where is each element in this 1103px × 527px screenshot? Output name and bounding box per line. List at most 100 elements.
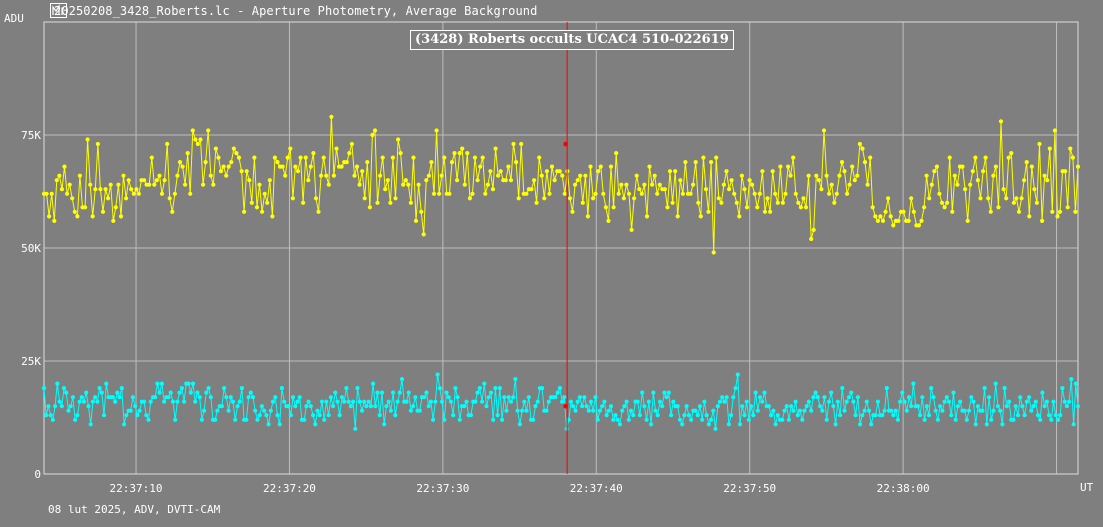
target-data-point [452,151,457,156]
comparison-data-point [833,422,838,427]
comparison-data-point [628,408,634,413]
target-data-point [1047,146,1052,151]
target-data-point [747,178,752,183]
target-data-point [986,196,991,201]
target-data-point [968,182,973,187]
comparison-data-point [842,408,847,413]
comparison-data-point [822,395,827,400]
target-data-point [788,173,793,178]
target-data-point [670,200,675,205]
target-data-point [1019,196,1024,201]
comparison-data-point [1000,422,1005,427]
target-data-point [1040,218,1045,223]
target-data-point [185,151,190,156]
target-data-point [847,182,852,187]
comparison-series [41,372,1081,431]
target-data-point [598,164,603,169]
comparison-data-point [408,408,413,413]
target-data-point [152,182,157,187]
target-data-point [424,178,429,183]
comparison-data-point [199,417,204,422]
comparison-data-point [560,399,565,404]
comparison-data-point [762,390,767,395]
comparison-data-point [931,395,936,400]
target-data-point [162,178,167,183]
comparison-data-point [669,413,674,418]
target-data-point [252,155,257,160]
target-data-point [852,178,857,183]
chart-title: (3428) Roberts occults UCAC4 510-022619 [410,30,734,50]
target-data-point [780,200,786,205]
target-data-point [213,146,218,151]
target-data-point [224,173,229,178]
target-series [41,114,1081,255]
target-data-point [490,187,496,192]
target-data-point [537,155,542,160]
target-data-point [67,182,72,187]
comparison-data-point [657,399,663,404]
comparison-data-point [339,395,345,400]
comparison-data-point [484,404,489,409]
target-data-point [750,182,755,187]
target-data-point [955,182,960,187]
target-data-point [118,214,124,219]
comparison-data-point [980,408,985,413]
target-data-point [175,173,180,178]
comparison-data-point [61,386,67,391]
target-data-point [429,160,434,165]
target-data-point [842,169,847,174]
target-data-point [231,146,236,151]
comparison-data-point [940,408,945,413]
comparison-data-point [64,390,69,395]
comparison-data-point [424,390,429,395]
target-data-point [557,169,562,174]
y-tick-label: 75K [21,129,41,142]
comparison-data-point [646,399,651,404]
comparison-data-point [682,413,687,418]
target-data-point [588,164,593,169]
target-data-point [811,227,816,232]
target-data-point [301,200,306,205]
comparison-data-point [875,399,881,404]
comparison-data-point [444,390,449,395]
target-data-point [93,187,98,192]
target-data-point [449,160,455,165]
comparison-data-point [1038,417,1043,422]
comparison-data-point [991,408,996,413]
comparison-data-point [142,399,147,404]
target-data-point [347,151,352,156]
comparison-data-point [66,408,71,413]
comparison-data-point [1051,399,1056,404]
target-data-point [349,141,354,147]
comparison-data-point [640,390,645,395]
target-data-point [739,173,745,178]
comparison-data-point [568,399,574,404]
target-data-point [465,151,470,156]
comparison-data-point [662,390,667,395]
target-data-point [295,169,301,174]
target-data-point [249,200,254,205]
target-data-point [634,173,639,178]
target-data-point [516,196,521,201]
target-data-point [57,173,62,178]
target-data-point [970,169,975,174]
comparison-data-point [500,417,505,422]
comparison-data-point [955,404,961,409]
target-data-point [1009,151,1014,156]
comparison-data-point [1049,417,1054,422]
target-data-point [549,164,555,169]
comparison-data-point [1055,417,1061,422]
comparison-data-point [362,399,367,404]
comparison-data-point [133,404,138,409]
comparison-data-point [511,395,516,400]
target-data-point [165,141,170,147]
comparison-data-point [248,390,253,395]
comparison-data-point [769,413,774,418]
target-series-line [44,116,1079,253]
target-data-point [593,191,598,196]
y-tick-label: 25K [21,355,41,368]
comparison-data-point [73,417,78,422]
comparison-data-point [749,404,754,409]
comparison-data-point [504,408,509,413]
